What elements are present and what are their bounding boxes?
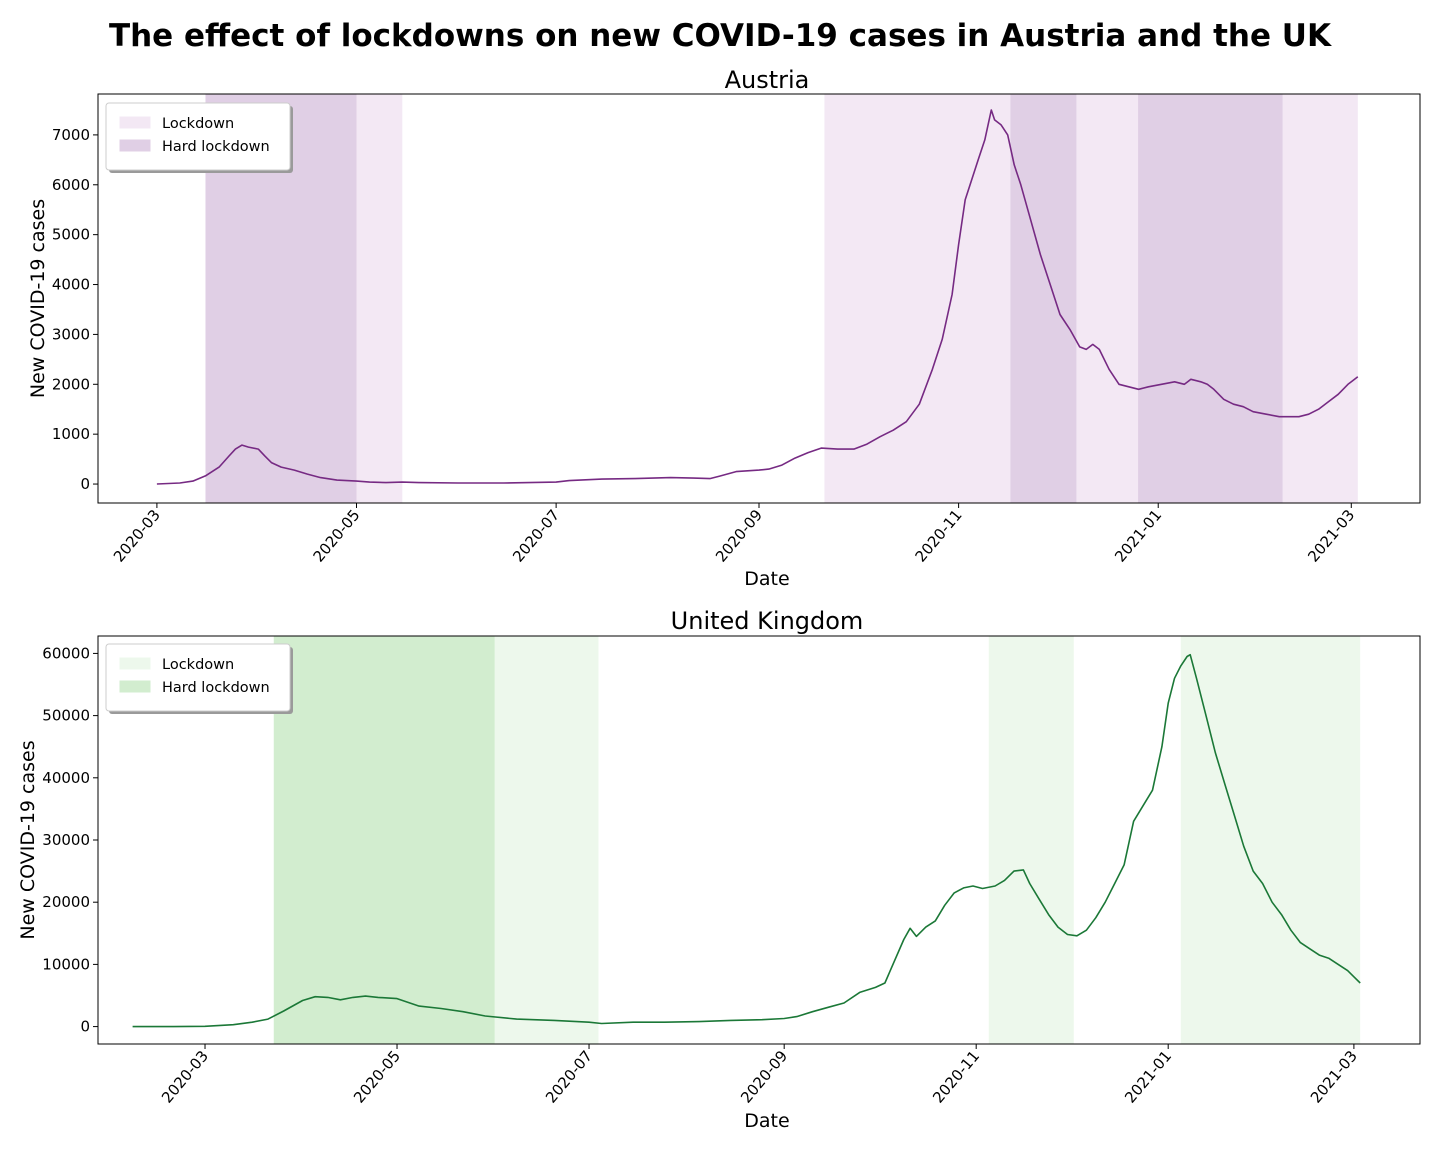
x-tick-label: 2021-01 <box>1121 1047 1175 1107</box>
legend-box <box>105 643 291 712</box>
lockdown-band <box>824 94 1011 503</box>
x-tick-label: 2020-03 <box>158 1047 212 1107</box>
x-axis-label: Date <box>744 1110 789 1132</box>
hard-lockdown-band <box>273 635 496 1045</box>
x-axis-label: Date <box>744 568 789 590</box>
figure-title: The effect of lockdowns on new COVID-19 … <box>109 18 1332 54</box>
x-tick-label: 2020-05 <box>350 1047 404 1107</box>
legend: Lockdown Hard lockdown <box>105 102 293 173</box>
y-tick-label: 5000 <box>52 226 90 244</box>
y-tick-label: 60000 <box>42 644 90 662</box>
hard-lockdown-band <box>1138 93 1284 504</box>
legend: Lockdown Hard lockdown <box>105 643 293 714</box>
y-tick-label: 10000 <box>42 955 90 973</box>
lockdown-band <box>494 636 599 1044</box>
x-tick-label: 2020-11 <box>912 506 966 566</box>
x-tick-label: 2021-03 <box>1304 506 1358 566</box>
series-line <box>132 653 1361 1028</box>
x-tick-label: 2020-07 <box>509 506 563 566</box>
y-tick-label: 0 <box>80 475 90 493</box>
lockdown-band <box>1180 636 1361 1044</box>
y-tick-label: 50000 <box>42 707 90 725</box>
x-tick-label: 2020-11 <box>929 1047 983 1107</box>
legend-swatch <box>119 116 151 129</box>
y-tick-label: 4000 <box>52 276 90 294</box>
x-tick-label: 2020-09 <box>712 506 766 566</box>
y-tick-label: 20000 <box>42 893 90 911</box>
legend-swatch <box>119 680 151 693</box>
panel-title: United Kingdom <box>671 607 864 635</box>
x-tick-label: 2020-09 <box>737 1047 791 1107</box>
x-tick-label: 2021-01 <box>1111 506 1165 566</box>
y-axis-label: New COVID-19 cases <box>27 199 49 398</box>
x-tick-label: 2021-03 <box>1307 1047 1361 1107</box>
x-tick-label: 2020-05 <box>309 506 363 566</box>
y-axis-label: New COVID-19 cases <box>17 740 39 939</box>
y-tick-label: 40000 <box>42 769 90 787</box>
legend-label: Hard lockdown <box>162 139 270 155</box>
y-tick-label: 2000 <box>52 375 90 393</box>
legend-label: Hard lockdown <box>162 680 270 696</box>
y-tick-label: 30000 <box>42 831 90 849</box>
y-tick-label: 0 <box>80 1018 90 1036</box>
series-line <box>156 109 1359 485</box>
austria-panel: 0 1000 2000 3000 4000 5000 6000 7000 2020-03 2020… <box>27 66 1421 590</box>
lockdown-band <box>1076 94 1139 503</box>
uk-panel: 0 10000 20000 30000 40000 50000 60000 2020-03 20… <box>17 607 1421 1132</box>
x-tick-label: 2020-07 <box>542 1047 596 1107</box>
legend-swatch <box>119 657 151 670</box>
y-tick-label: 3000 <box>52 325 90 343</box>
lockdown-band <box>988 636 1074 1044</box>
y-tick-label: 1000 <box>52 425 90 443</box>
legend-label: Lockdown <box>162 116 234 132</box>
legend-box <box>105 102 291 171</box>
x-tick-label: 2020-03 <box>110 506 164 566</box>
y-tick-label: 6000 <box>52 176 90 194</box>
hard-lockdown-band <box>1010 93 1077 504</box>
lockdown-band <box>1282 94 1358 503</box>
panel-title: Austria <box>725 66 810 94</box>
lockdown-band <box>356 94 403 503</box>
y-tick-label: 7000 <box>52 126 90 144</box>
legend-swatch <box>119 139 151 152</box>
legend-label: Lockdown <box>162 657 234 673</box>
